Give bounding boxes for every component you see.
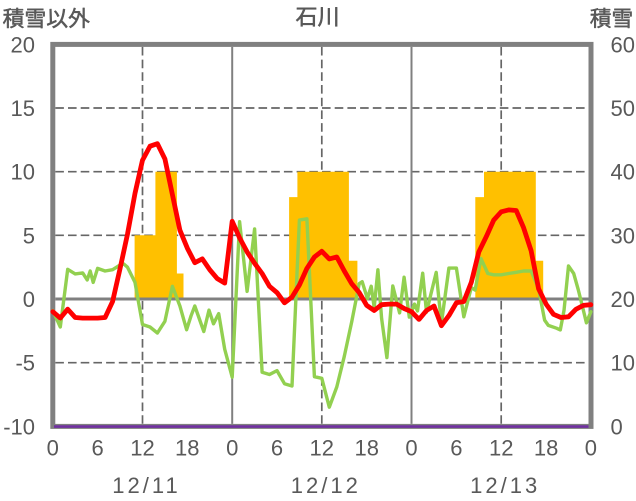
svg-text:10: 10 [611, 351, 635, 376]
svg-text:12/13: 12/13 [470, 473, 540, 498]
svg-text:10: 10 [11, 160, 35, 185]
svg-text:15: 15 [11, 96, 35, 121]
svg-text:12/12: 12/12 [291, 473, 361, 498]
svg-text:5: 5 [23, 223, 35, 248]
svg-text:-5: -5 [15, 351, 35, 376]
svg-text:18: 18 [534, 436, 558, 461]
svg-text:6: 6 [271, 436, 283, 461]
svg-text:0: 0 [47, 436, 59, 461]
svg-text:0: 0 [611, 414, 623, 439]
svg-text:12: 12 [310, 436, 334, 461]
svg-text:0: 0 [585, 436, 597, 461]
svg-text:6: 6 [91, 436, 103, 461]
svg-text:60: 60 [611, 32, 635, 57]
svg-text:-10: -10 [3, 414, 35, 439]
svg-text:0: 0 [405, 436, 417, 461]
svg-text:0: 0 [226, 436, 238, 461]
svg-text:18: 18 [175, 436, 199, 461]
svg-text:12: 12 [489, 436, 513, 461]
svg-text:12/11: 12/11 [112, 473, 180, 498]
svg-text:20: 20 [611, 287, 635, 312]
svg-text:20: 20 [11, 32, 35, 57]
svg-text:50: 50 [611, 96, 635, 121]
svg-text:6: 6 [450, 436, 462, 461]
svg-text:12: 12 [130, 436, 154, 461]
svg-text:0: 0 [23, 287, 35, 312]
svg-text:40: 40 [611, 160, 635, 185]
svg-text:18: 18 [354, 436, 378, 461]
svg-text:30: 30 [611, 223, 635, 248]
